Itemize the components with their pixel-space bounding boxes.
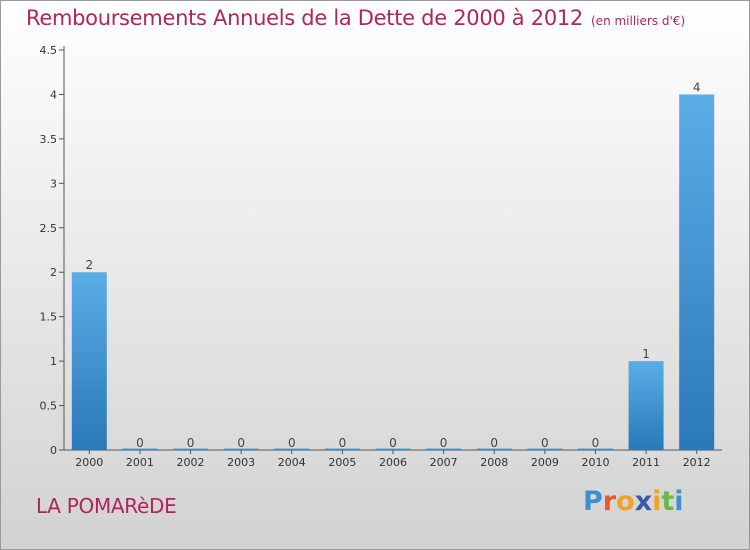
x-tick-label: 2000: [75, 456, 103, 469]
bar-value-label: 1: [642, 347, 650, 361]
x-tick-label: 2007: [430, 456, 458, 469]
x-tick-label: 2008: [480, 456, 508, 469]
x-tick-label: 2002: [177, 456, 205, 469]
bar-value-label: 0: [339, 436, 347, 450]
x-tick-label: 2005: [328, 456, 356, 469]
bar: [628, 361, 664, 450]
bar: [274, 448, 310, 450]
y-tick-label: 0: [50, 444, 57, 457]
bar-value-label: 2: [85, 258, 93, 272]
bar: [679, 94, 715, 450]
bar-value-label: 0: [490, 436, 498, 450]
chart-title: Remboursements Annuels de la Dette de 20…: [26, 6, 685, 30]
bar: [173, 448, 209, 450]
bar-value-label: 0: [389, 436, 397, 450]
bar: [476, 448, 512, 450]
bar: [527, 448, 563, 450]
y-tick-label: 3.5: [40, 133, 58, 146]
chart-bars: [71, 94, 715, 450]
y-tick-label: 2.5: [40, 222, 58, 235]
proxiti-logo: Proxiti: [583, 486, 684, 517]
x-tick-label: 2001: [126, 456, 154, 469]
chart-unit: (en milliers d'€): [591, 14, 686, 28]
bar: [324, 448, 360, 450]
x-tick-label: 2011: [632, 456, 660, 469]
y-tick-label: 2: [50, 266, 57, 279]
x-tick-label: 2012: [683, 456, 711, 469]
x-tick-label: 2009: [531, 456, 559, 469]
x-tick-label: 2010: [581, 456, 609, 469]
y-tick-label: 4: [50, 88, 57, 101]
x-tick-label: 2003: [227, 456, 255, 469]
bar-value-label: 0: [288, 436, 296, 450]
bar-value-label: 0: [592, 436, 600, 450]
bar-value-label: 0: [237, 436, 245, 450]
bar: [375, 448, 411, 450]
bar: [71, 272, 107, 450]
x-tick-label: 2004: [278, 456, 306, 469]
bar-value-label: 4: [693, 80, 701, 94]
y-tick-label: 1: [50, 355, 57, 368]
y-tick-label: 3: [50, 177, 57, 190]
bar-value-label: 0: [136, 436, 144, 450]
bar-value-label: 0: [187, 436, 195, 450]
bar-value-label: 0: [440, 436, 448, 450]
bar: [426, 448, 462, 450]
bar-value-label: 0: [541, 436, 549, 450]
y-tick-label: 4.5: [40, 44, 58, 57]
commune-name: LA POMARèDE: [36, 494, 177, 518]
bar: [122, 448, 158, 450]
bar: [223, 448, 259, 450]
y-tick-label: 1.5: [40, 311, 58, 324]
y-tick-label: 0.5: [40, 400, 58, 413]
x-tick-label: 2006: [379, 456, 407, 469]
chart-data-labels: 2 0 0 0 0 0 0 0 0 0 0 1 4: [85, 80, 700, 450]
chart-title-text: Remboursements Annuels de la Dette de 20…: [26, 6, 583, 30]
bar: [577, 448, 613, 450]
